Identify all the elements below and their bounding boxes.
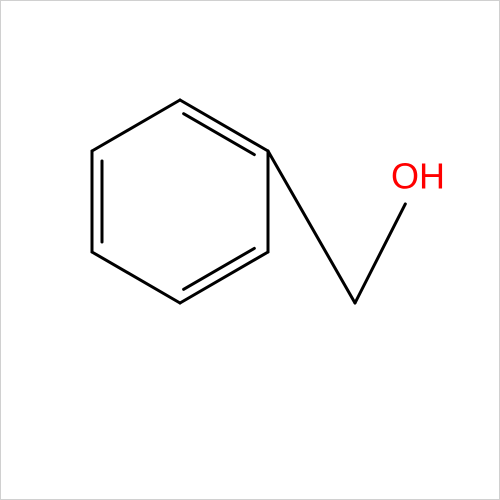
molecule-diagram: OH — [0, 0, 500, 500]
atom-label-oh: OH — [391, 156, 445, 197]
